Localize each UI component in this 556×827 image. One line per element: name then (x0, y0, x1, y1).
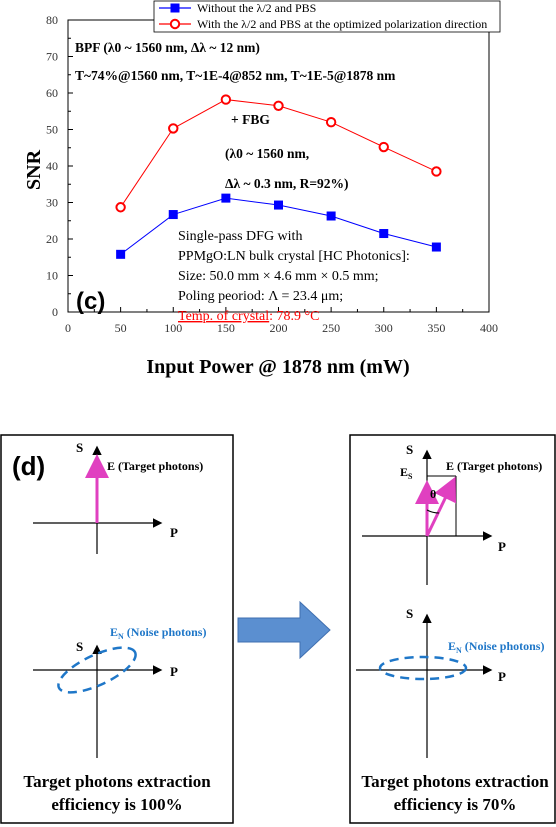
left-caption-line-1: Target photons extraction (23, 772, 211, 791)
right-caption-line-2: efficiency is 70% (394, 795, 517, 814)
right-top-p-label: P (498, 539, 506, 554)
legend-marker-square (170, 3, 180, 13)
diagram-right-panel: S P θ ES E (Target photons) S P EN (Nois… (349, 434, 556, 824)
right-noise-ellipse (378, 655, 468, 681)
left-noise-ellipse (57, 646, 137, 694)
right-bottom-s-label: S (406, 606, 413, 621)
data-point-series-2 (378, 141, 389, 153)
data-point-series-2 (220, 94, 232, 105)
bpf-annotation-line-2: T~74%@1560 nm, T~1E-4@852 nm, T~1E-5@187… (75, 68, 396, 83)
diagram-left-panel: (d) S P E (Target photons) S P EN (Noise… (0, 434, 234, 824)
fbg-annotation-line-1: + FBG (231, 112, 270, 127)
panel-label-c: (c) (76, 288, 105, 315)
data-point-series-2 (325, 117, 337, 128)
right-bottom-p-label: P (498, 669, 506, 684)
crystal-temp-label: Temp. of crystal (178, 309, 269, 324)
crystal-annotation-line-2: PPMgO:LN bulk crystal [HC Photonics]: (178, 249, 410, 264)
right-panel-frame (349, 434, 556, 824)
legend-label-series-2: With the λ/2 and PBS at the optimized po… (197, 17, 487, 31)
data-point-series-2 (115, 202, 126, 213)
y-tick-label: 50 (46, 123, 58, 137)
right-target-label: E (Target photons) (446, 459, 542, 473)
right-caption-line-1: Target photons extraction (361, 772, 549, 791)
series-layer (115, 94, 442, 259)
x-tick-label: 100 (164, 321, 182, 335)
y-tick-label: 30 (46, 196, 58, 210)
crystal-annotation-line-1: Single-pass DFG with (178, 229, 302, 244)
y-tick-label: 60 (46, 86, 58, 100)
data-point-series-1 (379, 229, 389, 239)
crystal-annotation-line-4: Poling peoriod: Λ = 23.4 μm; (178, 289, 343, 304)
legend-marker-circle (169, 18, 181, 30)
y-tick-label: 40 (46, 159, 58, 173)
y-tick-label: 70 (46, 50, 58, 64)
x-tick-label: 300 (375, 321, 393, 335)
x-tick-label: 400 (480, 321, 498, 335)
panel-label-d: (d) (12, 451, 45, 481)
crystal-annotation-line-3: Size: 50.0 mm × 4.6 mm × 0.5 mm; (178, 269, 379, 284)
left-top-p-label: P (170, 525, 178, 540)
legend: Without the λ/2 and PBS With the λ/2 and… (153, 0, 501, 33)
crystal-temp-value: : 78.9 °C (269, 309, 319, 324)
left-panel-frame (0, 434, 234, 824)
left-noise-label: EN (Noise photons) (110, 625, 206, 641)
x-tick-label: 250 (322, 321, 340, 335)
x-tick-label: 200 (270, 321, 288, 335)
data-point-series-1 (168, 210, 178, 220)
y-axis-ticks: 0 10 20 30 40 50 60 70 80 (46, 13, 73, 319)
left-caption-line-2: efficiency is 100% (51, 795, 182, 814)
fbg-annotation-line-2: (λ0 ~ 1560 nm, (225, 146, 309, 161)
right-noise-label: EN (Noise photons) (448, 639, 544, 655)
x-axis-ticks: 0 50 100 150 200 250 300 350 400 (65, 307, 498, 335)
snr-chart: 0 50 100 150 200 250 300 350 400 0 10 20 30 40 50 60 70… (23, 0, 501, 378)
crystal-annotation-line-5: Temp. of crystal: 78.9 °C (178, 309, 320, 324)
x-tick-label: 50 (115, 321, 127, 335)
y-tick-label: 10 (46, 269, 58, 283)
left-bottom-s-label: S (76, 639, 83, 654)
y-tick-label: 0 (52, 305, 58, 319)
data-point-series-1 (431, 242, 441, 252)
theta-label: θ (430, 487, 436, 501)
legend-box (153, 0, 501, 33)
x-tick-label: 0 (65, 321, 71, 335)
theta-arc (426, 509, 440, 514)
left-top-s-label: S (76, 440, 83, 455)
data-point-series-1 (326, 211, 336, 221)
fbg-annotation-line-3: Δλ ~ 0.3 nm, R=92%) (225, 176, 349, 191)
data-point-series-1 (221, 193, 231, 203)
legend-label-series-1: Without the λ/2 and PBS (197, 1, 316, 15)
transition-arrow (237, 600, 331, 660)
data-point-series-1 (116, 249, 126, 259)
data-point-series-2 (273, 100, 284, 111)
data-point-series-2 (168, 123, 179, 134)
left-target-label: E (Target photons) (107, 459, 203, 473)
right-target-arrow (425, 476, 457, 537)
data-point-series-1 (274, 200, 283, 210)
bpf-annotation-line-1: BPF (λ0 ~ 1560 nm, Δλ ~ 12 nm) (75, 40, 260, 55)
right-es-label: ES (400, 465, 413, 481)
y-axis-label: SNR (23, 149, 45, 190)
y-tick-label: 80 (46, 13, 58, 27)
x-tick-label: 150 (217, 321, 235, 335)
data-point-series-2 (431, 166, 442, 177)
left-bottom-p-label: P (170, 664, 178, 679)
y-tick-label: 20 (46, 232, 58, 246)
x-axis-label: Input Power @ 1878 nm (mW) (146, 356, 409, 378)
x-tick-label: 350 (427, 321, 445, 335)
right-top-s-label: S (406, 442, 413, 457)
